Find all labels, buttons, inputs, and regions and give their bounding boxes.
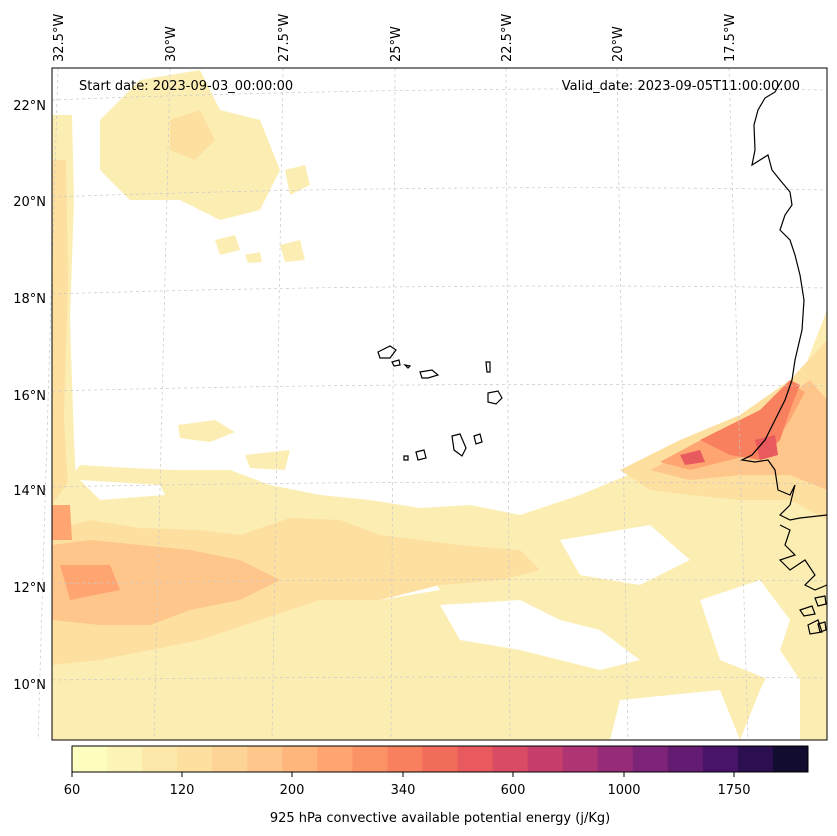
gridline-lat-20n [51,187,828,198]
gridline-lat-14n [51,481,828,488]
colorbar-ticks: 60 120 200 340 600 1000 1750 [64,783,751,798]
colorbar-segment-5 [247,746,283,772]
island-santa-luzia [403,364,412,369]
cape-band-level6-east [680,435,778,465]
colorbar-border [71,745,809,773]
colorbar-segment-1 [107,746,143,772]
colorbar-segment-15 [597,746,634,772]
island-maio [473,433,483,445]
colorbar [72,746,809,772]
cape-region-north-small [285,165,310,195]
cape-region-west-strip-inner [52,160,70,520]
cape-band-gap-7 [700,580,790,680]
cape-band-gap-4 [440,600,640,670]
colorbar-segment-8 [352,746,388,772]
gridline-lon-17-5w [728,67,749,741]
lat-label-20n: 20°N [13,195,46,210]
gridline-lat-12n [51,579,828,585]
map-border [51,67,828,741]
island-santiago [451,433,467,457]
bijagos-islands [799,595,827,635]
map-gridlines [37,67,828,741]
colorbar-segment-13 [527,746,564,772]
colorbar-segment-17 [667,746,704,772]
island-sao-nicolau [419,369,440,379]
gridline-lon-32-5w [37,67,59,741]
start-date-label: Start date: 2023-09-03_00:00:00 [79,79,293,94]
cape-band-base [52,310,827,740]
gridline-lat-18n [51,285,828,295]
gridline-lon-25w [390,67,396,741]
colorbar-segment-2 [142,746,178,772]
lon-label-32-5w: 32.5°W [52,14,67,62]
colorbar-tick-1750: 1750 [717,783,750,798]
valid-date-label: Valid_date: 2023-09-05T11:00:00.00 [562,79,800,94]
coastline [377,79,828,635]
lat-label-12n: 12°N [13,581,46,596]
longitude-labels: 32.5°W 30°W 27.5°W 25°W 22.5°W 20°W 17.5… [52,14,738,62]
colorbar-segment-3 [177,746,213,772]
lon-label-20w: 20°W [611,26,626,62]
gridline-lat-16n [51,383,828,392]
cape-band-level3 [52,540,280,625]
lat-label-18n: 18°N [13,292,46,307]
colorbar-tick-marks [71,772,735,777]
gridline-lon-27-5w [271,67,284,741]
colorbar-segment-14 [562,746,599,772]
lat-label-10n: 10°N [13,678,46,693]
cape-band-gap-6 [610,690,740,740]
gridline-lat-10n [51,676,828,681]
lon-label-30w: 30°W [164,26,179,62]
island-boa-vista [487,390,503,405]
gridline-lat-22n [51,88,828,101]
colorbar-tick-600: 600 [501,783,526,798]
lat-label-14n: 14°N [13,484,46,499]
lat-label-22n: 22°N [13,99,46,114]
lat-label-16n: 16°N [13,389,46,404]
colorbar-tick-1000: 1000 [607,783,640,798]
colorbar-tick-200: 200 [280,783,305,798]
colorbar-segment-16 [632,746,669,772]
colorbar-segment-4 [212,746,248,772]
gridline-lon-22-5w [505,67,511,741]
colorbar-segment-11 [457,746,494,772]
colorbar-segment-10 [422,746,459,772]
colorbar-tick-340: 340 [391,783,416,798]
cape-region-north-dots [215,235,305,263]
lon-label-27-5w: 27.5°W [277,14,292,62]
latitude-labels: 22°N 20°N 18°N 16°N 14°N 12°N 10°N [13,99,46,693]
cape-region-north-inner [170,110,215,160]
lon-label-22-5w: 22.5°W [500,14,515,62]
lon-label-17-5w: 17.5°W [723,14,738,62]
colorbar-segment-19 [737,746,774,772]
gridline-lon-20w [616,67,629,741]
colorbar-tick-60: 60 [64,783,81,798]
island-santo-antao [377,345,397,359]
colorbar-segment-12 [492,746,529,772]
island-brava [403,455,409,461]
cape-region-mid-patch [178,420,235,442]
africa-coast [740,79,828,521]
island-sal [485,361,491,373]
colorbar-tick-120: 120 [170,783,195,798]
cape-band-level4-west [52,505,120,600]
colorbar-segment-20 [772,746,809,772]
colorbar-segment-6 [282,746,318,772]
gridline-lon-30w [153,67,171,741]
colorbar-label: 925 hPa convective available potential e… [270,811,610,826]
colorbar-segment-7 [317,746,353,772]
colorbar-segment-0 [72,746,108,772]
island-sao-vicente [391,359,401,367]
island-fogo [415,449,427,461]
cape-region-mid-patch2 [245,450,290,470]
lon-label-25w: 25°W [389,26,404,62]
colorbar-segment-18 [702,746,739,772]
guinea-bissau-coast [778,524,828,591]
colorbar-segment-9 [387,746,423,772]
